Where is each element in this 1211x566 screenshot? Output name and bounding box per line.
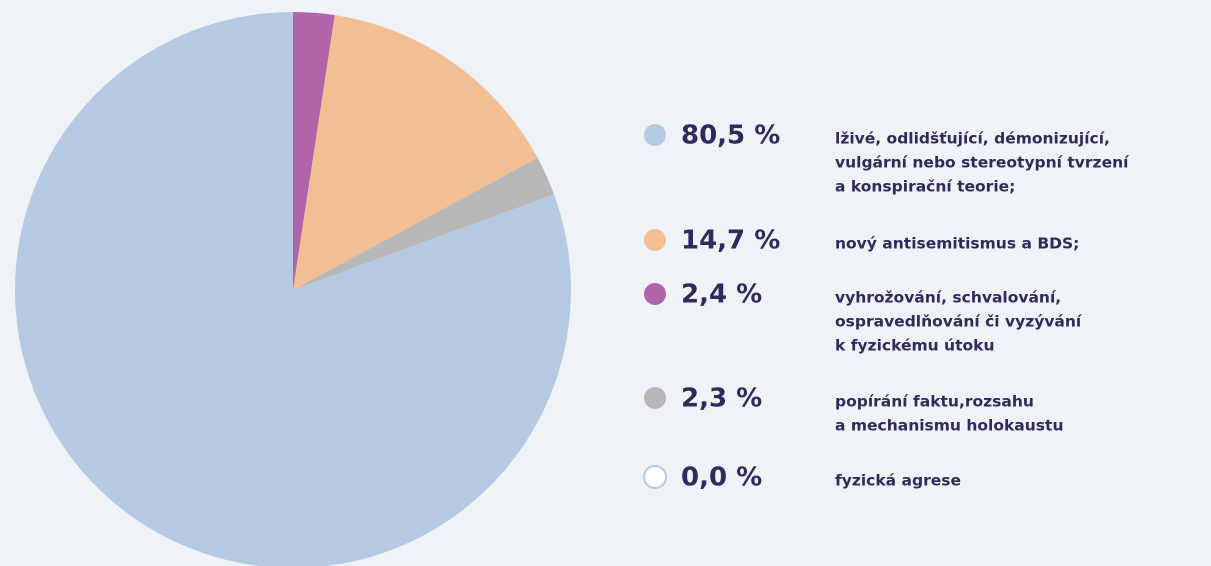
legend-value: 14,7 % <box>681 226 780 256</box>
pie-slice <box>293 157 555 290</box>
legend-label: lživé, odlidšťující, démonizující, <box>835 130 1110 148</box>
pie-slice <box>293 12 335 290</box>
legend-dot <box>644 229 666 251</box>
legend-label: vulgární nebo stereotypní tvrzení <box>835 154 1129 172</box>
legend-dot <box>643 465 667 489</box>
legend-dot <box>644 387 666 409</box>
legend-value: 80,5 % <box>681 121 780 151</box>
legend-label: ospravedlňování či vyzývání <box>835 313 1082 331</box>
legend-label: a konspirační teorie; <box>835 178 1015 196</box>
legend-dot <box>644 124 666 146</box>
legend-label: k fyzickému útoku <box>835 337 995 355</box>
legend-value: 0,0 % <box>681 463 762 493</box>
legend-label: a mechanismu holokaustu <box>835 417 1063 435</box>
legend-label: nový antisemitismus a BDS; <box>835 235 1079 253</box>
pie-slice <box>15 12 571 566</box>
legend-label: vyhrožování, schvalování, <box>835 289 1061 307</box>
legend-label: fyzická agrese <box>835 472 961 490</box>
legend-label: popírání faktu,rozsahu <box>835 393 1034 411</box>
legend-value: 2,4 % <box>681 280 762 310</box>
pie-slice <box>293 15 538 290</box>
legend-value: 2,3 % <box>681 384 762 414</box>
legend-dot <box>644 283 666 305</box>
